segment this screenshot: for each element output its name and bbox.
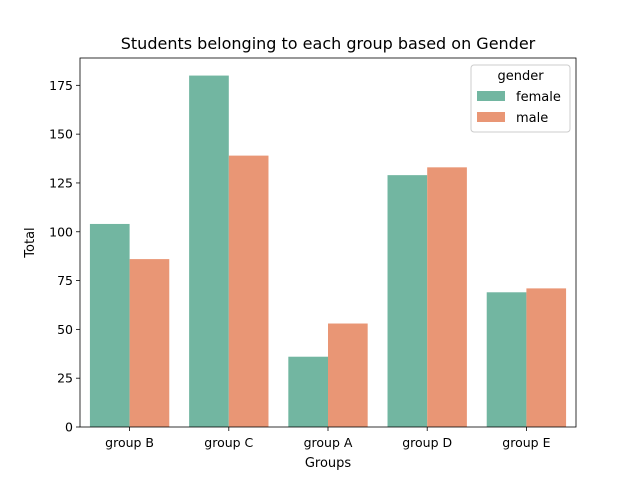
x-tick-label: group C	[204, 435, 253, 450]
y-tick-label: 100	[49, 224, 73, 239]
y-tick-label: 125	[49, 175, 73, 190]
x-axis-ticks: group B group C group A group D group E	[105, 427, 551, 450]
bar-male-group-E	[526, 288, 567, 427]
bar-male-group-C	[228, 155, 269, 427]
legend-title: gender	[497, 69, 544, 84]
y-tick-label: 175	[49, 78, 73, 93]
y-tick-label: 75	[57, 273, 73, 288]
bar-male-group-B	[129, 259, 170, 427]
x-tick-label: group E	[502, 435, 550, 450]
legend: gender female male	[470, 64, 571, 133]
bars-group	[89, 75, 567, 428]
bar-female-group-B	[89, 223, 130, 427]
x-tick-label: group A	[304, 435, 353, 450]
y-axis-label: Total	[23, 227, 38, 258]
legend-label-male: male	[516, 111, 548, 126]
y-tick-label: 50	[57, 322, 73, 337]
y-tick-label: 0	[65, 420, 73, 435]
x-axis-label: Groups	[305, 456, 352, 471]
x-tick-label: group B	[105, 435, 154, 450]
bar-female-group-D	[387, 175, 428, 427]
y-tick-label: 150	[49, 127, 73, 142]
bar-female-group-C	[189, 75, 229, 428]
y-tick-label: 25	[57, 371, 73, 386]
bar-female-group-E	[486, 292, 527, 427]
chart-title: Students belonging to each group based o…	[121, 34, 536, 53]
legend-swatch-female	[477, 91, 505, 101]
y-axis-ticks: 0 25 50 75 100 125 150 175	[49, 78, 80, 435]
bar-male-group-A	[328, 323, 368, 427]
bar-male-group-D	[427, 167, 467, 428]
legend-label-female: female	[516, 90, 561, 105]
legend-swatch-male	[477, 112, 505, 122]
plot-frame	[79, 57, 577, 428]
x-tick-label: group D	[402, 435, 452, 450]
bar-female-group-A	[288, 356, 328, 427]
